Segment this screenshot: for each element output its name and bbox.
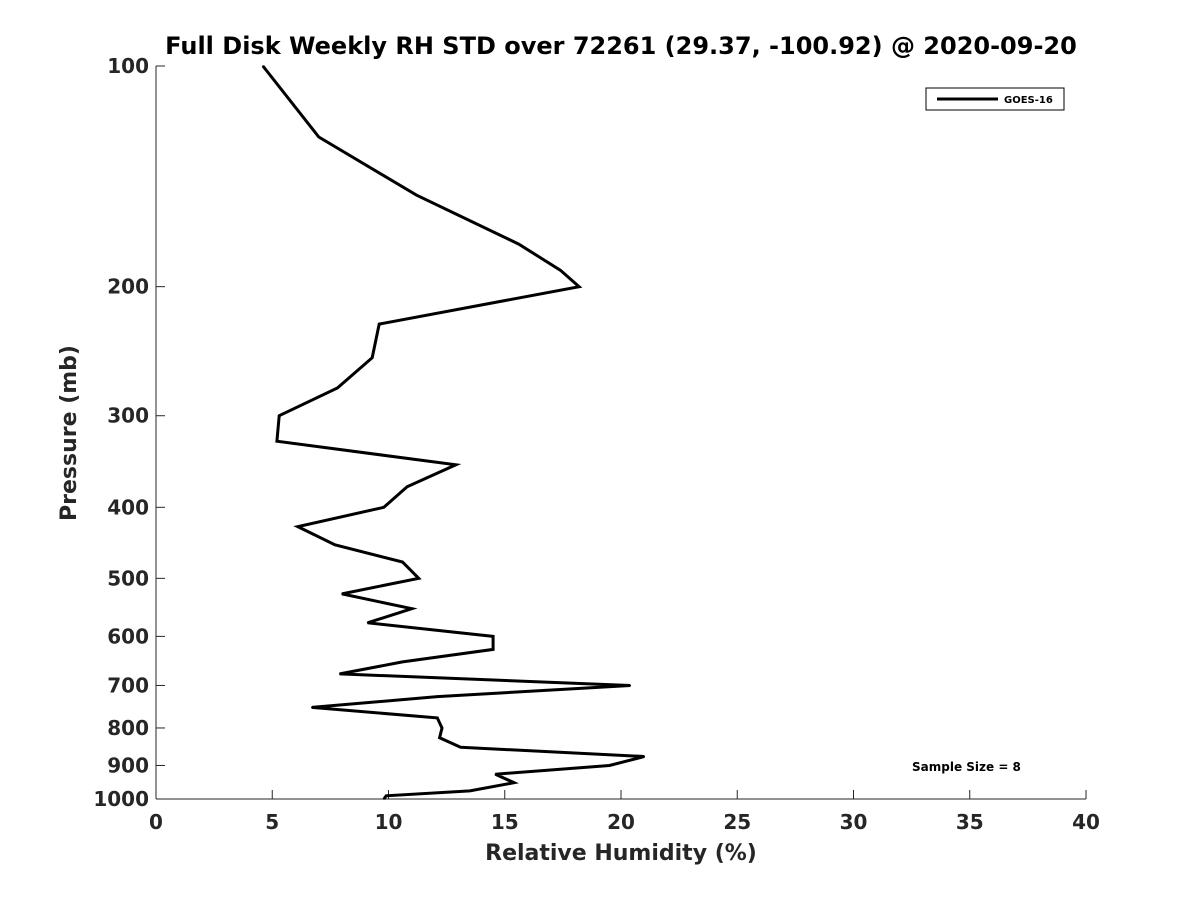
data-point (459, 746, 462, 749)
y-tick-label: 300 (107, 404, 149, 428)
data-point (436, 695, 439, 698)
data-point (338, 673, 341, 675)
y-tick-label: 900 (107, 753, 149, 777)
plot-area (155, 66, 1086, 800)
data-point (401, 561, 404, 563)
data-point (517, 243, 520, 245)
x-tick-label: 30 (840, 810, 868, 834)
legend-label-goes-16: GOES-16 (1004, 95, 1053, 106)
data-point (262, 65, 264, 67)
x-tick-label: 0 (149, 810, 163, 834)
data-point (629, 684, 632, 687)
data-point (469, 790, 471, 792)
data-point (383, 798, 385, 800)
data-point (371, 356, 374, 359)
data-point (494, 773, 497, 775)
data-point (415, 194, 418, 196)
chart-title: Full Disk Weekly RH STD over 72261 (29.3… (165, 32, 1077, 60)
data-point (441, 727, 443, 729)
y-tick-label: 700 (107, 673, 149, 697)
data-point (334, 544, 336, 546)
data-point (278, 414, 281, 417)
x-axis-label: Relative Humidity (%) (485, 841, 757, 866)
series-line-goes-16 (261, 65, 645, 800)
data-point (366, 622, 369, 624)
data-point (276, 440, 278, 443)
x-tick-label: 5 (265, 810, 279, 834)
data-point (383, 506, 385, 509)
data-point (336, 387, 339, 389)
data-point (417, 577, 420, 580)
data-point (385, 795, 388, 797)
data-point (436, 717, 439, 719)
y-tick-label: 100 (107, 54, 149, 78)
data-point (492, 635, 494, 638)
y-tick-label: 600 (107, 624, 149, 648)
data-point (559, 269, 562, 272)
x-tick-label: 25 (723, 810, 751, 834)
y-tick-label: 500 (107, 566, 149, 590)
data-point (401, 661, 404, 663)
data-point (411, 607, 413, 610)
data-point (455, 464, 457, 466)
data-point (513, 781, 515, 784)
y-tick-label: 400 (107, 495, 149, 519)
y-tick-label: 1000 (93, 787, 149, 811)
data-point (341, 593, 343, 595)
data-point (643, 755, 646, 758)
y-tick-label: 200 (107, 275, 149, 299)
x-tick-label: 10 (375, 810, 403, 834)
data-point (438, 737, 441, 739)
x-tick-label: 40 (1072, 810, 1100, 834)
data-point (406, 486, 408, 488)
data-point (297, 525, 299, 528)
series-layer (261, 65, 646, 800)
y-axis: 100 200 300 400 500 600 700 800 900 1000 (93, 54, 165, 811)
sample-size-annotation: Sample Size = 8 (912, 760, 1021, 774)
x-tick-label: 35 (956, 810, 984, 834)
data-point (378, 323, 381, 325)
data-point (578, 285, 580, 288)
x-axis: 0 5 10 15 20 25 30 35 40 (149, 790, 1100, 834)
x-tick-label: 15 (491, 810, 519, 834)
legend: GOES-16 (925, 87, 1065, 111)
y-tick-label: 800 (107, 716, 149, 740)
data-point (318, 136, 320, 138)
x-tick-label: 20 (607, 810, 635, 834)
data-point (492, 648, 494, 651)
y-axis-label: Pressure (mb) (57, 345, 82, 521)
data-point (311, 706, 313, 709)
data-point (608, 764, 611, 767)
